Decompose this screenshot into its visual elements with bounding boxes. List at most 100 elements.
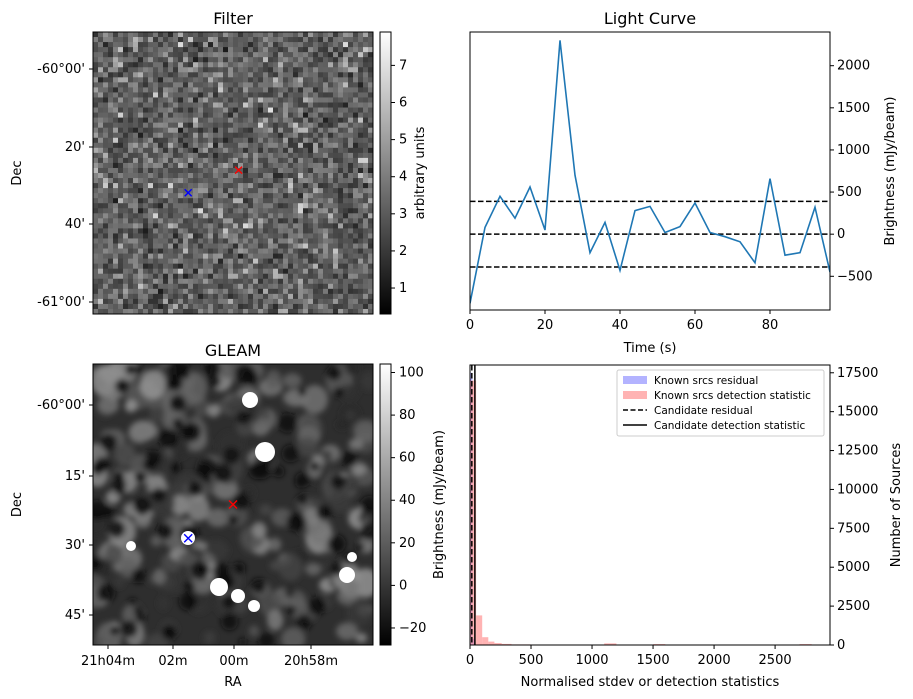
known-detection-bar xyxy=(470,380,477,645)
known-detection-bar xyxy=(482,637,489,645)
legend-entry-label: Known srcs residual xyxy=(654,375,758,387)
lightcurve-ylabel: Brightness (mJy/beam) xyxy=(883,97,898,246)
filter-ytick-label: 20' xyxy=(65,140,85,155)
gleam-xtick-label: 00m xyxy=(219,654,248,669)
legend-entry-label: Known srcs detection statistic xyxy=(654,390,811,402)
gleam-ytick-label: 45' xyxy=(65,608,85,623)
filter-ytick-label: -61°00' xyxy=(37,295,85,310)
filter-cbar-tick-label: 7 xyxy=(399,58,407,73)
lightcurve-xtick-label: 0 xyxy=(466,318,474,333)
histogram-xtick-label: 0 xyxy=(466,653,474,668)
legend-swatch xyxy=(623,376,647,384)
filter-cbar-tick-label: 4 xyxy=(399,170,407,185)
gleam-cbar-tick-label: −20 xyxy=(399,621,426,636)
red-marker xyxy=(228,500,238,509)
gleam-cbar-tick-label: 80 xyxy=(399,408,416,423)
histogram-xtick-label: 500 xyxy=(519,653,544,668)
known-detection-bar xyxy=(494,643,502,645)
filter-title: Filter xyxy=(213,9,253,28)
gleam-cbar-tick-label: 0 xyxy=(399,578,407,593)
lightcurve-ytick-label: 2000 xyxy=(837,59,870,74)
gleam-cbar-tick-label: 20 xyxy=(399,536,416,551)
histogram-ytick-label: 7500 xyxy=(837,521,870,536)
filter-cbar-tick-label: 3 xyxy=(399,207,407,222)
lightcurve-ytick-label: −500 xyxy=(837,269,873,284)
filter-image-panel xyxy=(93,32,374,315)
gleam-xlabel: RA xyxy=(224,675,242,690)
gleam-ytick-label: -60°00' xyxy=(37,398,85,413)
gleam-xtick-label: 20h58m xyxy=(284,654,338,669)
gleam-xtick-label: 02m xyxy=(158,654,187,669)
filter-ytick-label: 40' xyxy=(65,217,85,232)
gleam-ytick-label: 30' xyxy=(65,538,85,553)
gleam-bright-source xyxy=(210,578,228,596)
histogram-legend xyxy=(616,369,825,437)
lightcurve-ytick-label: 1500 xyxy=(837,101,870,116)
lightcurve-xlabel: Time (s) xyxy=(623,341,677,356)
histogram-xtick-label: 2500 xyxy=(759,653,792,668)
histogram-ytick-label: 10000 xyxy=(837,482,878,497)
filter-ylabel: Dec xyxy=(10,160,25,185)
histogram-ytick-label: 17500 xyxy=(837,366,878,381)
gleam-cbar-label: Brightness (mJy/beam) xyxy=(432,430,447,579)
histogram-xtick-label: 2000 xyxy=(698,653,731,668)
gleam-bright-source xyxy=(255,442,275,462)
histogram-xtick-label: 1000 xyxy=(575,653,608,668)
gleam-cbar-tick-label: 40 xyxy=(399,493,416,508)
legend-swatch xyxy=(623,391,647,399)
colorbar xyxy=(379,31,392,315)
known-detection-bar xyxy=(604,643,617,645)
known-detection-bar xyxy=(476,615,483,645)
lightcurve-frame xyxy=(469,31,831,311)
gleam-title: GLEAM xyxy=(205,341,261,360)
lightcurve-plot xyxy=(470,40,830,304)
gleam-bright-source xyxy=(347,552,357,562)
filter-frame xyxy=(92,31,374,315)
lightcurve-title: Light Curve xyxy=(604,9,696,28)
gleam-ylabel: Dec xyxy=(10,492,25,517)
gleam-bright-source xyxy=(339,567,355,583)
gleam-bright-source xyxy=(126,541,136,551)
legend-entry-label: Candidate residual xyxy=(654,405,753,417)
histogram-ytick-label: 12500 xyxy=(837,444,878,459)
histogram-ytick-label: 5000 xyxy=(837,560,870,575)
histogram-xtick-label: 1500 xyxy=(637,653,670,668)
filter-cbar-label: arbitrary units xyxy=(413,126,428,219)
lightcurve-xtick-label: 20 xyxy=(537,318,554,333)
filter-cbar-tick-label: 5 xyxy=(399,133,407,148)
filter-cbar-tick-label: 2 xyxy=(399,244,407,259)
gleam-ytick-label: 15' xyxy=(65,469,85,484)
legend-entry-label: Candidate detection statistic xyxy=(654,420,806,432)
gleam-frame xyxy=(92,363,374,646)
gleam-bright-source xyxy=(231,589,245,603)
lightcurve-xtick-label: 80 xyxy=(762,318,779,333)
histogram-ytick-label: 0 xyxy=(837,638,845,653)
filter-ytick-label: -60°00' xyxy=(37,62,85,77)
histogram-xlabel: Normalised stdev or detection statistics xyxy=(521,675,780,690)
gleam-cbar-tick-label: 100 xyxy=(399,366,424,381)
known-detection-bar xyxy=(488,641,495,645)
colorbar xyxy=(379,363,392,646)
filter-cbar-tick-label: 6 xyxy=(399,96,407,111)
filter-cbar-tick-label: 1 xyxy=(399,281,407,296)
blue-marker xyxy=(183,533,193,543)
gleam-cbar-tick-label: 60 xyxy=(399,451,416,466)
red-marker xyxy=(234,166,243,175)
histogram-ylabel: Number of Sources xyxy=(889,443,904,568)
known-detection-bar xyxy=(501,643,512,645)
blue-marker xyxy=(184,188,193,197)
histogram-ytick-label: 2500 xyxy=(837,599,870,614)
lightcurve-ytick-label: 1000 xyxy=(837,143,870,158)
lightcurve-series-line xyxy=(470,40,830,304)
histogram-frame xyxy=(469,364,831,646)
lightcurve-xtick-label: 60 xyxy=(687,318,704,333)
gleam-bright-source xyxy=(248,600,260,612)
histogram-ytick-label: 15000 xyxy=(837,405,878,420)
gleam-bright-source xyxy=(242,392,258,408)
gleam-image-panel xyxy=(93,364,373,645)
gleam-xtick-label: 21h04m xyxy=(81,654,135,669)
lightcurve-xtick-label: 40 xyxy=(612,318,629,333)
lightcurve-ytick-label: 500 xyxy=(837,185,862,200)
lightcurve-ytick-label: 0 xyxy=(837,227,845,242)
